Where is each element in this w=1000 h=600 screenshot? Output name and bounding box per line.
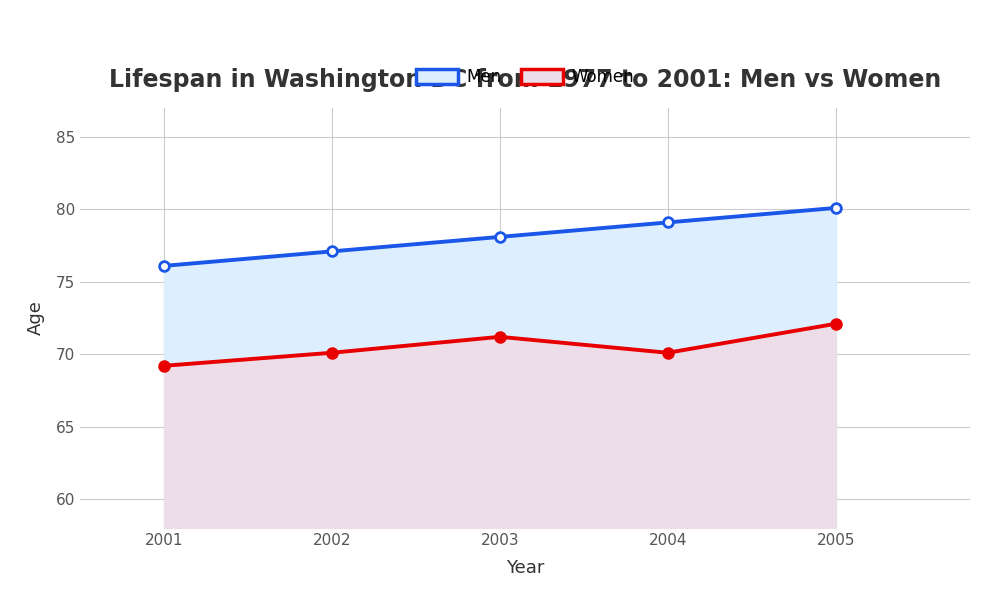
Line: Men: Men [159, 203, 841, 271]
Women [494, 333, 506, 340]
Women [326, 349, 338, 356]
Legend: Men, Women: Men, Women [409, 62, 641, 93]
Y-axis label: Age: Age [27, 301, 45, 335]
Men [830, 205, 842, 212]
Line: Women: Women [159, 319, 841, 371]
Women [158, 362, 170, 370]
Men [326, 248, 338, 255]
Men [494, 233, 506, 241]
Title: Lifespan in Washington DC from 1977 to 2001: Men vs Women: Lifespan in Washington DC from 1977 to 2… [109, 68, 941, 92]
Men [662, 219, 674, 226]
Women [662, 349, 674, 356]
Women [830, 320, 842, 328]
X-axis label: Year: Year [506, 559, 544, 577]
Men [158, 262, 170, 269]
